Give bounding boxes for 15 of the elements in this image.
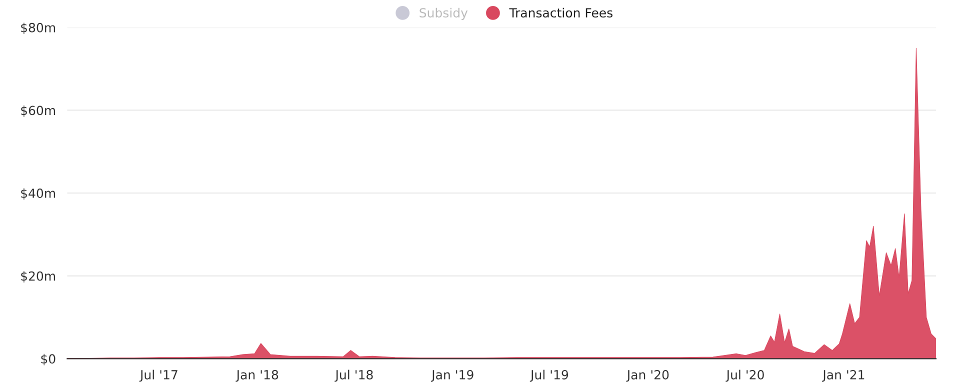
x-tick-label: Jul '17 (139, 370, 178, 382)
x-tick-label: Jan '18 (236, 370, 278, 382)
y-tick-label: $60m (21, 106, 56, 117)
x-tick-label: Jul '19 (530, 370, 568, 382)
y-tick-label: $40m (21, 188, 56, 200)
y-tick-label: $20m (21, 271, 56, 282)
y-tick-label: $0 (41, 354, 56, 366)
x-tick-label: Jan '19 (430, 370, 474, 382)
x-tick-label: Jul '18 (334, 370, 373, 382)
x-tick-label: Jan '21 (822, 370, 864, 382)
legend-label: Subsidy (420, 8, 468, 20)
x-tick-label: Jul '20 (726, 370, 764, 382)
x-tick-label: Jan '20 (626, 370, 669, 382)
y-tick-label: $80m (21, 22, 56, 34)
legend-label: Transaction Fees (509, 8, 612, 18)
